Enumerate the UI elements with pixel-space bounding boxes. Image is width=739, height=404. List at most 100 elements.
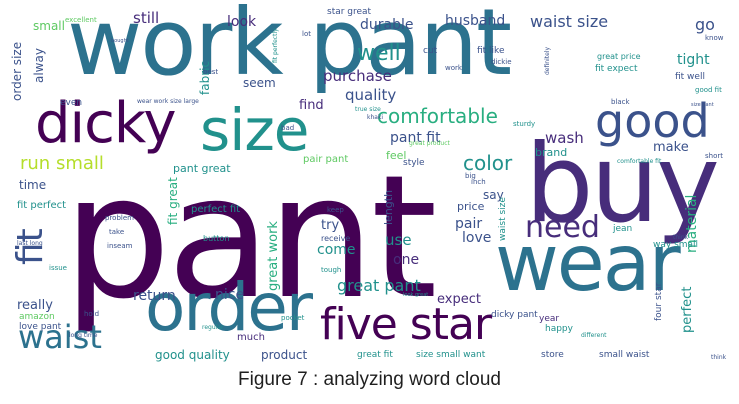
word-run-small: run small (20, 153, 104, 174)
word-nice: nice (215, 287, 245, 303)
word-even: even (60, 98, 83, 108)
word-size-pant: size pant (691, 102, 714, 108)
word-look: look (227, 14, 257, 30)
word-return: return (133, 288, 176, 304)
word-pant: pant (63, 139, 437, 337)
word-size: size (200, 96, 309, 164)
word-keep: keep (327, 206, 344, 214)
word-inch: inch (471, 178, 486, 186)
word-dickie: dickie (491, 58, 512, 66)
word-length: length (382, 189, 395, 225)
word-expect: expect (437, 292, 481, 307)
word-order: order (145, 269, 313, 346)
word-perfect: perfect (680, 286, 695, 333)
word-feel: feel (386, 149, 407, 162)
word-think-2: think (673, 234, 689, 241)
word-fit-perfectly: fit perfectly (272, 28, 279, 63)
word-time: time (19, 178, 47, 192)
word-black: black (611, 98, 630, 106)
word-wear: wear (495, 219, 681, 309)
word-say: say (483, 188, 504, 202)
word-tough: tough (321, 266, 342, 274)
word-perfect-fit: perfect fit (191, 204, 241, 215)
word-alway: alway (32, 48, 46, 83)
word-long-time: long time (69, 332, 98, 339)
figure-caption: Figure 7 : analyzing word cloud (238, 369, 501, 390)
word-happy: happy (545, 324, 573, 334)
word-issue: issue (49, 264, 67, 272)
word-purchase: purchase (323, 67, 392, 85)
word-pocket: pocket (281, 314, 305, 322)
word-still: still (133, 9, 160, 27)
word-bad: bad (281, 124, 295, 132)
word-lot: lot (302, 30, 311, 38)
word-fit-well: fit well (675, 72, 705, 82)
word-try: try (321, 218, 340, 233)
word-receive: receive (321, 234, 351, 243)
word-short: short (705, 152, 723, 160)
word-love-pant: love pant (19, 322, 62, 332)
word-comfortable: comfortable (377, 104, 498, 128)
word-much: much (237, 332, 265, 343)
word-fit-perfect: fit perfect (17, 200, 67, 211)
word-fit-like: fit like (477, 46, 505, 56)
word-work: work (445, 64, 462, 72)
word-take: take (109, 228, 125, 236)
word-know: know (705, 34, 724, 42)
word-pant-great: pant great (173, 162, 231, 175)
word-quality: quality (345, 86, 397, 104)
word-five-star: five star (320, 299, 492, 350)
word-great-product: great product (409, 140, 450, 147)
word-waist: waist (18, 318, 102, 356)
word-tight: tight (677, 52, 710, 68)
word-wash: wash (545, 129, 584, 147)
word-find: find (299, 98, 324, 113)
word-year: year (539, 314, 560, 324)
word-style: style (403, 158, 425, 168)
word-comfortable-fit: comfortable fit (617, 158, 662, 165)
word-sturdy: sturdy (513, 120, 536, 128)
word-size-small-want: size small want (416, 350, 486, 360)
word-button: button (203, 234, 230, 243)
word-good: good (595, 94, 710, 148)
word-color: color (463, 151, 513, 175)
word-regular: regular (202, 324, 224, 331)
word-fit-great: fit great (166, 177, 180, 225)
word-great-price: great price (597, 52, 641, 61)
word-definitely: definitely (544, 46, 551, 75)
word-wear-work-size-large: wear work size large (137, 98, 199, 105)
word-husband: husband (445, 13, 506, 29)
word-product: product (261, 348, 308, 362)
word-price: price (457, 200, 485, 213)
word-dicky-pant: dicky pant (491, 310, 538, 320)
word-think: think (711, 354, 727, 361)
word-last-long: last long (17, 240, 43, 247)
word-good-quality: good quality (155, 348, 230, 362)
word-great-work: great work (266, 221, 281, 291)
word-best: best (203, 68, 219, 76)
word-good-fit: good fit (695, 86, 722, 94)
word-pair-pant: pair pant (303, 154, 349, 165)
word-hold: hold (84, 310, 100, 318)
word-use: use (385, 231, 412, 249)
word-really: really (17, 298, 53, 313)
word-jean: jean (613, 224, 633, 234)
word-seem: seem (243, 76, 276, 90)
word-waist-size: waist size (530, 12, 609, 31)
word-make: make (653, 140, 689, 155)
word-way-small: way small (653, 240, 699, 250)
word-need: need (525, 210, 600, 245)
word-fit-expect: fit expect (595, 64, 638, 74)
word-come: come (317, 242, 356, 258)
word-small: small (33, 19, 65, 33)
word-order-size: order size (10, 41, 24, 101)
word-amazon: amazon (19, 312, 55, 322)
word-small-waist: small waist (599, 350, 650, 360)
word-fabric: fabric (198, 60, 212, 95)
word-waist-size-small: waist size (498, 197, 508, 241)
word-true-size: true size (355, 106, 381, 113)
word-love: love (462, 230, 492, 246)
word-khaki: khaki (367, 114, 384, 121)
word-different: different (581, 332, 607, 339)
word-one: one (393, 252, 420, 268)
